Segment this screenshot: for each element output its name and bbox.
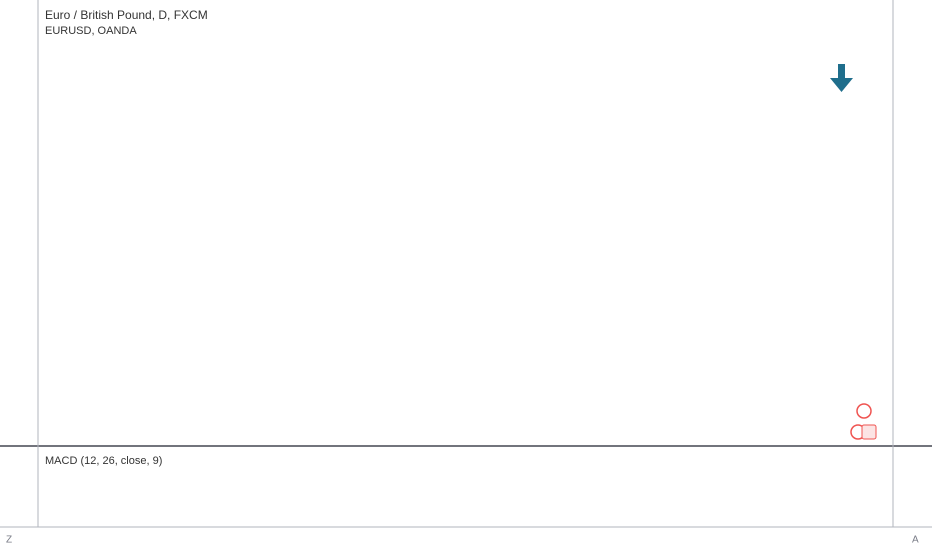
event-icons (850, 403, 877, 440)
toolbar-button[interactable]: A (912, 535, 919, 546)
overlay-symbol: EURUSD, OANDA (45, 25, 137, 37)
toolbar-button[interactable]: Z (6, 535, 12, 546)
chart-title: Euro / British Pound, D, FXCM (45, 8, 208, 22)
down-arrow (830, 64, 853, 92)
macd-title: MACD (12, 26, close, 9) (45, 455, 162, 467)
